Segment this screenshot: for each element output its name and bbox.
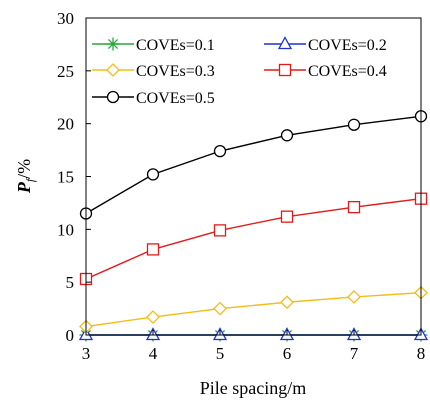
data-point (280, 295, 294, 310)
x-tick-label: 7 (350, 344, 359, 363)
legend-marker (277, 36, 293, 50)
legend-marker (106, 90, 120, 104)
x-tick-label: 4 (149, 344, 158, 363)
x-tick-label: 5 (216, 344, 225, 363)
data-point (347, 118, 361, 131)
data-point (213, 301, 227, 316)
data-point (146, 310, 160, 324)
legend-label: COVEs=0.4 (308, 63, 387, 80)
legend-label: COVEs=0.3 (136, 63, 215, 80)
legend-marker (106, 37, 120, 51)
y-tick-label: 5 (66, 273, 75, 292)
series-line (85, 115, 422, 215)
y-tick-label: 0 (66, 326, 75, 345)
legend-entry: COVEs=0.1 (92, 37, 215, 54)
y-tick-label: 15 (57, 168, 74, 187)
legend-marker (278, 63, 292, 77)
y-tick-label: 20 (57, 115, 74, 134)
data-point (280, 210, 294, 223)
data-point (280, 129, 294, 142)
legend-label: COVEs=0.2 (308, 37, 387, 54)
x-axis-title: Pile spacing/m (200, 378, 307, 398)
svg-text:Pf/%: Pf/% (14, 159, 37, 194)
legend: COVEs=0.1 COVEs=0.2 COVEs=0.3 COVEs=0.4 COVE… (92, 36, 387, 107)
data-point (146, 168, 160, 181)
x-tick-label: 6 (283, 344, 292, 363)
x-tick-label: 8 (417, 344, 426, 363)
series-3 (79, 285, 428, 334)
y-tick-label: 25 (57, 62, 74, 81)
data-point (347, 200, 361, 214)
data-point (146, 243, 160, 256)
y-axis-title-main: P (14, 181, 34, 194)
series-2 (78, 327, 429, 341)
y-axis-title: Pf/% (14, 159, 37, 194)
y-tick-label: 30 (57, 9, 74, 28)
legend-label: COVEs=0.1 (136, 37, 215, 54)
series-line (85, 292, 422, 328)
x-tick-label: 3 (82, 344, 91, 363)
marker-stroke (107, 38, 119, 50)
data-point (213, 224, 227, 237)
series-line (85, 197, 422, 280)
data-point (213, 144, 227, 158)
legend-entry: COVEs=0.5 (92, 90, 215, 107)
series-4 (79, 192, 428, 286)
legend-entry: COVEs=0.3 (92, 63, 215, 80)
legend-entry: COVEs=0.2 (264, 36, 387, 54)
legend-entry: COVEs=0.4 (264, 63, 387, 80)
y-axis-title-unit: /% (14, 159, 34, 179)
legend-marker (106, 63, 120, 77)
y-tick-label: 10 (57, 220, 74, 239)
series-5 (79, 110, 428, 220)
data-point (347, 290, 361, 304)
legend-label: COVEs=0.5 (136, 90, 215, 107)
y-axis-title-sub: f (23, 177, 37, 182)
